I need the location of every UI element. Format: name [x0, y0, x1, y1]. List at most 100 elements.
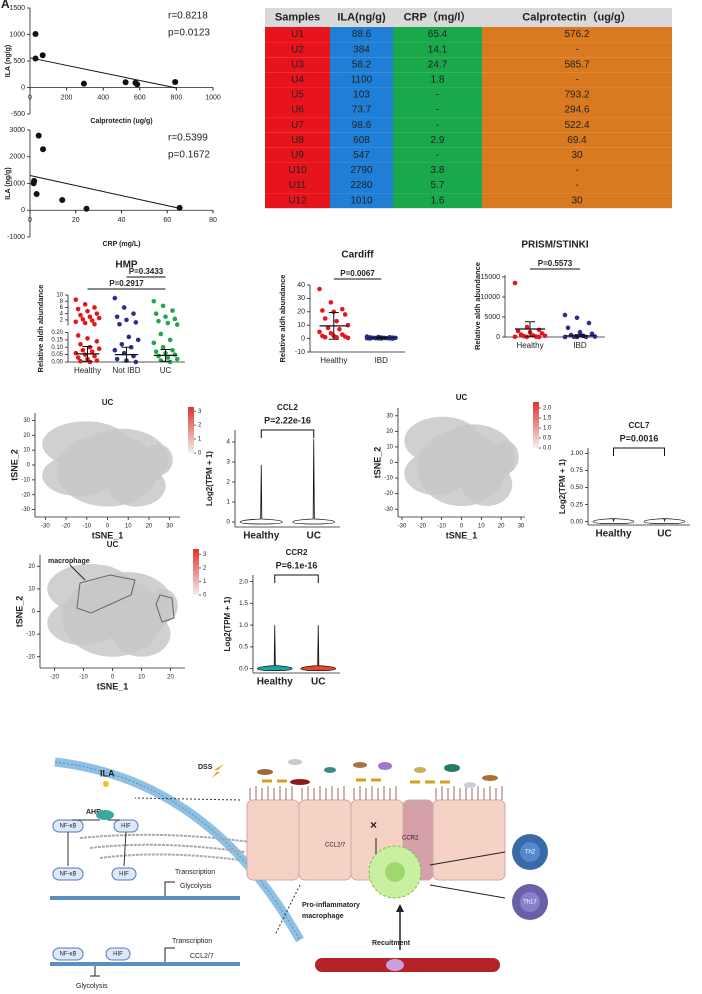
cell-text: 30 — [571, 150, 583, 161]
block-mark: × — [370, 818, 377, 832]
chart-title: HMP — [115, 260, 138, 271]
error-bar — [575, 334, 585, 338]
y-tick-label: -500 — [11, 111, 25, 118]
inhibit — [90, 966, 100, 977]
promoter — [164, 881, 175, 896]
y-tick-label: 10 — [56, 293, 63, 299]
point — [515, 328, 521, 334]
y-tick-label: 3 — [226, 459, 230, 466]
fit-line — [29, 174, 179, 209]
point — [536, 327, 542, 333]
point — [80, 316, 86, 322]
x-tick-label: 800 — [171, 94, 183, 101]
point — [340, 306, 345, 312]
x-axis-label: Calprotectin (ug/g) — [90, 118, 152, 125]
cell — [393, 178, 482, 194]
point — [133, 359, 139, 365]
point — [167, 359, 173, 365]
y-tick-label: 0.00 — [570, 518, 583, 525]
y-axis-label: tSNE_2 — [372, 447, 382, 479]
violin — [592, 518, 635, 524]
nucleus — [520, 842, 540, 862]
point — [92, 353, 97, 359]
cell — [265, 193, 330, 209]
point — [334, 334, 339, 340]
p-value: P=2.22e-16 — [264, 415, 311, 425]
cell-text: 5.7 — [431, 180, 445, 191]
point — [562, 312, 568, 318]
colorbar-label: 1.0 — [543, 426, 552, 432]
y-tick-label: 0 — [21, 84, 25, 91]
x-tick-label: 0 — [106, 524, 110, 530]
vessel — [315, 958, 500, 972]
cell-text: 73.7 — [352, 105, 372, 116]
x-tick-label: 20 — [146, 524, 153, 530]
node — [52, 867, 84, 881]
y-axis-label: ILA (ng/g) — [5, 45, 12, 77]
colorbar-label: 1.5 — [543, 416, 552, 422]
point — [174, 322, 180, 327]
point — [592, 334, 598, 339]
y-tick-label: 0 — [226, 519, 230, 526]
x-tick-label: 0 — [28, 217, 32, 224]
glycolysis-label: Glycolysis — [180, 883, 212, 890]
cell-text: 65.4 — [428, 29, 448, 40]
bacteria — [257, 759, 498, 788]
point — [390, 336, 395, 341]
y-axis-label: Log2(TPM + 1) — [205, 451, 214, 506]
cell — [330, 162, 393, 178]
y-tick-label: 20 — [28, 564, 35, 570]
point — [135, 337, 141, 343]
transcription-label: Transcription — [175, 869, 215, 876]
x-tick-label: 30 — [518, 524, 525, 530]
cell — [265, 102, 330, 118]
cell — [265, 178, 330, 194]
point — [512, 334, 518, 340]
ccr2-label: CCR2 — [402, 836, 419, 842]
cell-text: U5 — [291, 90, 304, 101]
point — [345, 322, 351, 328]
y-tick-label: 30 — [297, 295, 305, 302]
cell — [330, 42, 393, 58]
point — [172, 352, 178, 357]
y-tick-label: 1.0 — [239, 622, 248, 629]
point — [124, 317, 129, 323]
x-tick-label: 600 — [134, 94, 146, 101]
cell-text: 2790 — [350, 165, 373, 176]
y-tick-label: -10 — [26, 632, 35, 638]
cell — [330, 132, 393, 148]
transcription-label: Transcription — [172, 938, 212, 945]
error-bar — [525, 321, 535, 337]
point — [158, 331, 164, 337]
annotation: macrophage — [48, 558, 90, 565]
point — [78, 358, 83, 364]
x-tick-label: 10 — [478, 524, 485, 530]
point — [156, 353, 161, 359]
cell — [393, 57, 482, 73]
point — [170, 308, 175, 313]
cell-text: U3 — [291, 59, 304, 70]
y-tick-label: 30 — [23, 418, 30, 424]
cell-text: 1.8 — [431, 74, 445, 85]
y-tick-label: 1000 — [9, 31, 25, 38]
cell-text: 547 — [353, 150, 370, 161]
point — [32, 30, 39, 37]
y-tick-label: 2 — [60, 317, 64, 323]
x-tick-label: -10 — [82, 524, 91, 530]
colorbar-label: 0.5 — [543, 436, 552, 442]
cell-text: - — [436, 120, 439, 131]
cell — [393, 117, 482, 133]
x-tick-label: -10 — [79, 675, 88, 681]
y-axis-label: tSNE_2 — [9, 449, 19, 481]
point — [542, 333, 548, 339]
y-tick-label: 1000 — [9, 180, 25, 187]
cell-cloud — [493, 440, 519, 474]
x-axis-label: CRP (mg/L) — [103, 241, 141, 248]
point — [345, 335, 351, 341]
y-tick-label: 0.50 — [570, 484, 583, 491]
y-tick-label: -30 — [384, 507, 393, 513]
cell-text: 2.9 — [431, 135, 445, 146]
cell — [482, 117, 672, 133]
cell — [393, 42, 482, 58]
cell-text: - — [436, 90, 439, 101]
